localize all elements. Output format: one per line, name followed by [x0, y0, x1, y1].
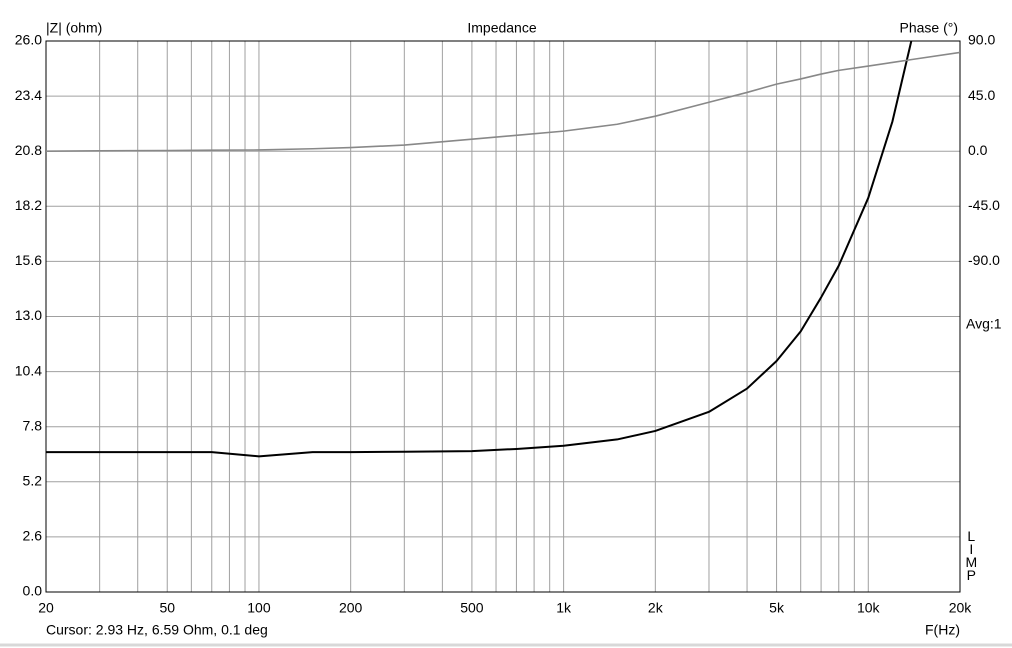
plot-area	[46, 41, 960, 458]
y-tick-label: 5.2	[23, 473, 43, 489]
y-tick-label: 15.6	[15, 252, 42, 268]
y-tick-label: 18.2	[15, 197, 42, 213]
data-line	[46, 41, 913, 458]
x-tick-label: 1k	[556, 600, 572, 616]
y2-tick-label: 45.0	[968, 87, 995, 103]
x-tick-label: 50	[159, 600, 175, 616]
y-axis-label: |Z| (ohm)	[46, 20, 102, 36]
y-tick-label: 0.0	[23, 583, 43, 599]
x-tick-label: 500	[460, 600, 484, 616]
y-tick-label: 2.6	[23, 528, 43, 544]
x-tick-label: 200	[339, 600, 363, 616]
cursor-status: Cursor: 2.93 Hz, 6.59 Ohm, 0.1 deg	[46, 622, 268, 638]
average-note: Avg:1	[966, 316, 1002, 332]
x-tick-label: 20	[38, 600, 54, 616]
y2-tick-label: -90.0	[968, 252, 1000, 268]
y2-tick-label: -45.0	[968, 197, 1000, 213]
x-tick-label: 2k	[648, 600, 664, 616]
x-tick-label: 100	[247, 600, 271, 616]
y2-tick-label: 90.0	[968, 32, 995, 48]
y-tick-label: 10.4	[15, 362, 42, 378]
plot-border	[45, 40, 961, 593]
x-tick-label: 20k	[949, 600, 973, 616]
y-tick-label: 26.0	[15, 32, 42, 48]
y-tick-label: 13.0	[15, 307, 42, 323]
brand-label: LIMP	[963, 528, 979, 580]
x-axis-label: F(Hz)	[925, 622, 960, 638]
y2-tick-label: 0.0	[968, 142, 988, 158]
chart-title: Impedance	[467, 20, 536, 36]
y2-axis-label: Phase (°)	[899, 20, 958, 36]
y-tick-label: 7.8	[23, 417, 43, 433]
data-line	[46, 51, 960, 152]
y-tick-label: 23.4	[15, 87, 42, 103]
y-tick-label: 20.8	[15, 142, 42, 158]
x-tick-label: 10k	[857, 600, 881, 616]
x-tick-label: 5k	[769, 600, 785, 616]
